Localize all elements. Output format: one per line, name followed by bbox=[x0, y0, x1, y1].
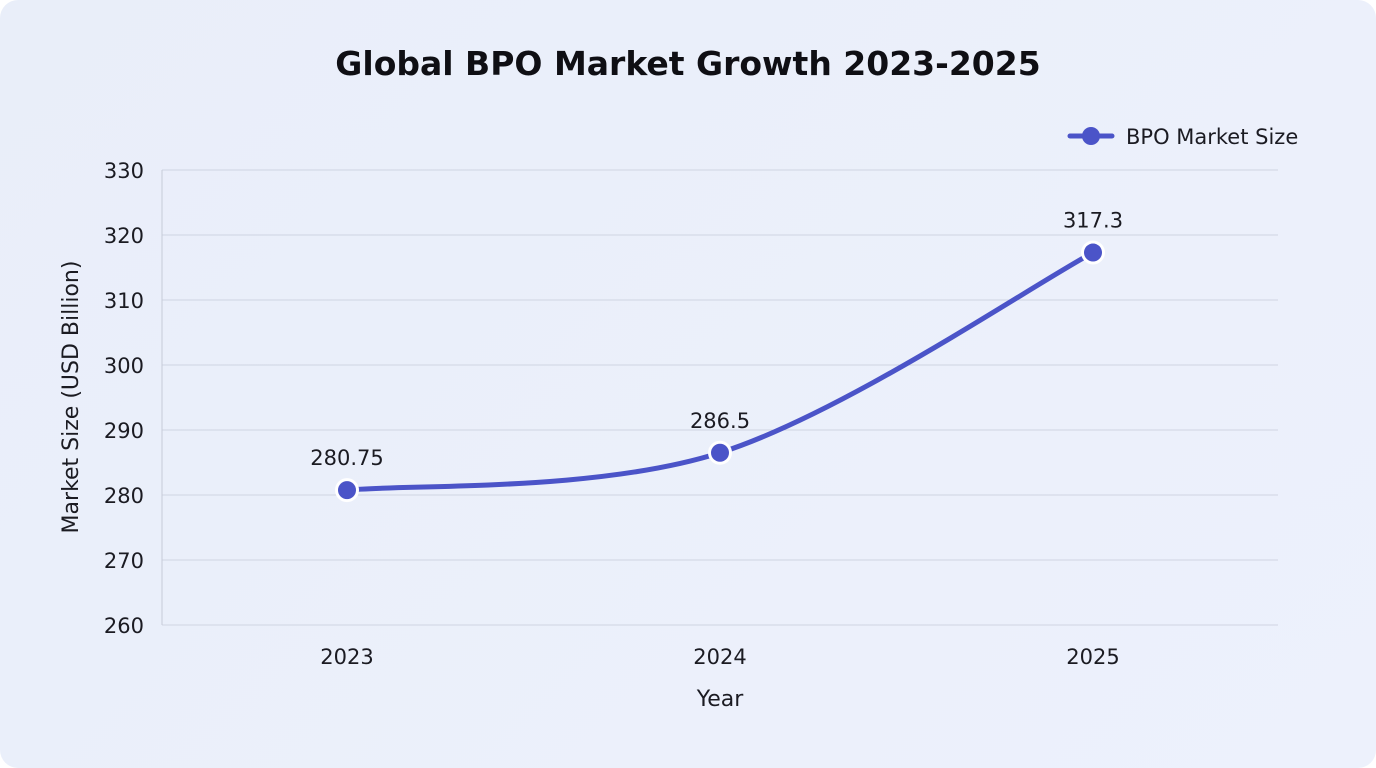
y-tick-label: 300 bbox=[104, 354, 144, 378]
legend-label: BPO Market Size bbox=[1126, 125, 1298, 149]
y-axis-title: Market Size (USD Billion) bbox=[59, 261, 84, 534]
y-tick-label: 270 bbox=[104, 549, 144, 573]
y-tick-label: 290 bbox=[104, 419, 144, 443]
x-tick-label: 2025 bbox=[1066, 645, 1119, 669]
legend-marker-icon bbox=[1082, 127, 1100, 145]
data-label: 286.5 bbox=[690, 409, 750, 433]
x-axis-title: Year bbox=[696, 687, 745, 712]
y-tick-label: 330 bbox=[104, 159, 144, 183]
y-tick-label: 260 bbox=[104, 614, 144, 638]
series-layer bbox=[335, 240, 1105, 503]
data-point[interactable] bbox=[1084, 243, 1102, 262]
data-label: 317.3 bbox=[1063, 209, 1123, 233]
data-label: 280.75 bbox=[310, 446, 383, 470]
data-point[interactable] bbox=[338, 481, 356, 500]
axes: 260 270 280 290 300 310 320 330 2023 2024 2025 bbox=[104, 159, 1120, 669]
legend[interactable]: BPO Market Size bbox=[1067, 125, 1298, 149]
data-labels: 280.75 286.5 317.3 bbox=[310, 209, 1123, 471]
x-tick-label: 2024 bbox=[693, 645, 746, 669]
gridlines bbox=[162, 169, 1278, 626]
chart-title: Global BPO Market Growth 2023-2025 bbox=[335, 44, 1041, 83]
y-tick-label: 280 bbox=[104, 484, 144, 508]
y-tick-label: 320 bbox=[104, 224, 144, 248]
data-point[interactable] bbox=[711, 443, 729, 462]
y-tick-label: 310 bbox=[104, 289, 144, 313]
x-tick-label: 2023 bbox=[320, 645, 373, 669]
